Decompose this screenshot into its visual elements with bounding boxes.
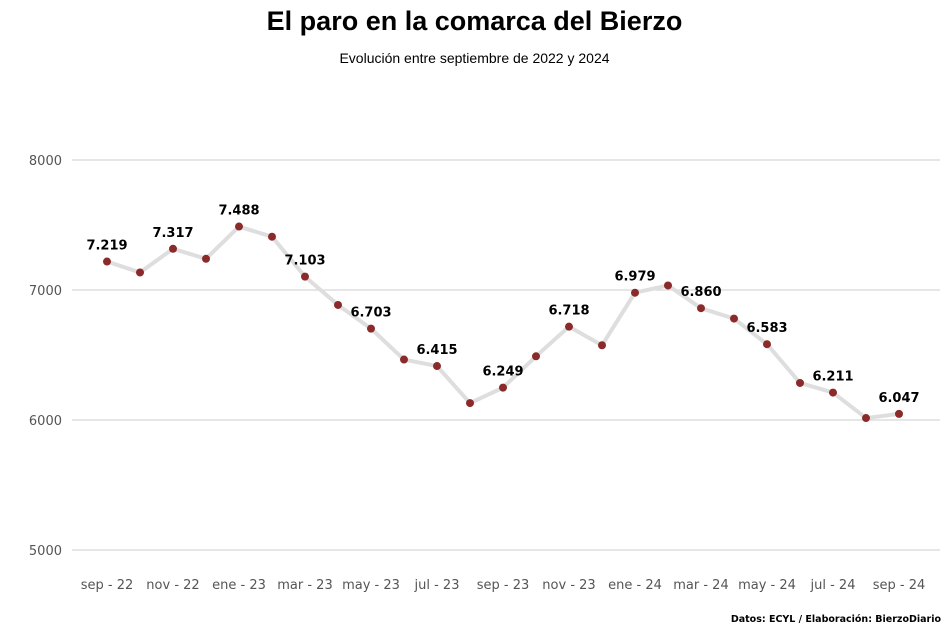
- y-tick-label: 6000: [29, 414, 62, 429]
- x-tick-label: sep - 22: [81, 578, 134, 593]
- x-tick-label: may - 23: [342, 578, 400, 593]
- x-tick-label: may - 24: [738, 578, 796, 593]
- data-label: 6.979: [614, 270, 655, 285]
- y-tick-label: 5000: [29, 544, 62, 559]
- data-point: [862, 414, 870, 423]
- x-tick-label: sep - 24: [873, 578, 926, 593]
- x-tick-label: jul - 24: [810, 578, 856, 593]
- data-point: [763, 340, 771, 349]
- y-axis-ticks: 5000 6000 7000 8000: [29, 154, 62, 559]
- data-label: 6.703: [350, 306, 391, 321]
- data-point: [334, 300, 342, 309]
- data-point: [235, 222, 243, 231]
- data-point: [202, 254, 210, 263]
- x-tick-label: mar - 24: [673, 578, 728, 593]
- data-label: 7.219: [86, 239, 127, 254]
- data-point: [796, 378, 804, 387]
- data-point: [433, 362, 441, 371]
- data-point: [631, 288, 639, 297]
- x-tick-label: sep - 23: [477, 578, 530, 593]
- x-tick-label: jul - 23: [414, 578, 460, 593]
- x-axis-ticks: sep - 22 nov - 22 ene - 23 mar - 23 may - 23…: [81, 578, 926, 593]
- data-label: 6.583: [746, 321, 787, 336]
- x-tick-label: mar - 23: [277, 578, 332, 593]
- chart-subtitle: Evolución entre septiembre de 2022 y 202…: [339, 50, 610, 66]
- data-label: 7.317: [152, 226, 193, 241]
- data-point: [466, 399, 474, 408]
- x-tick-label: ene - 23: [212, 578, 266, 593]
- data-label: 7.488: [218, 204, 259, 219]
- data-label: 6.249: [482, 365, 523, 380]
- data-point: [268, 232, 276, 241]
- x-tick-label: nov - 23: [542, 578, 595, 593]
- data-label: 7.103: [284, 254, 325, 269]
- x-tick-label: nov - 22: [146, 578, 199, 593]
- data-point: [829, 388, 837, 397]
- y-tick-label: 8000: [29, 154, 62, 169]
- data-label: 6.415: [416, 343, 457, 358]
- data-markers: [103, 222, 903, 423]
- data-label: 6.860: [680, 285, 721, 300]
- data-point: [664, 281, 672, 290]
- data-point: [895, 409, 903, 418]
- y-tick-label: 7000: [29, 284, 62, 299]
- data-point: [697, 304, 705, 313]
- data-point: [532, 352, 540, 361]
- data-point: [136, 268, 144, 277]
- data-point: [598, 341, 606, 350]
- data-point: [103, 257, 111, 266]
- gridlines: [72, 159, 940, 551]
- data-point: [400, 355, 408, 364]
- data-label: 6.718: [548, 304, 589, 319]
- data-point: [301, 272, 309, 281]
- data-point: [169, 244, 177, 253]
- chart-title: El paro en la comarca del Bierzo: [266, 6, 683, 36]
- data-point: [565, 322, 573, 331]
- source-note: Datos: ECYL / Elaboración: BierzoDiario: [730, 614, 941, 625]
- data-point: [730, 314, 738, 323]
- x-tick-label: ene - 24: [608, 578, 662, 593]
- data-labels: 7.219 7.317 7.488 7.103 6.703 6.415 6.249 6.718…: [86, 204, 919, 406]
- data-label: 6.047: [878, 391, 919, 406]
- data-point: [367, 324, 375, 333]
- data-point: [499, 383, 507, 392]
- data-label: 6.211: [812, 370, 853, 385]
